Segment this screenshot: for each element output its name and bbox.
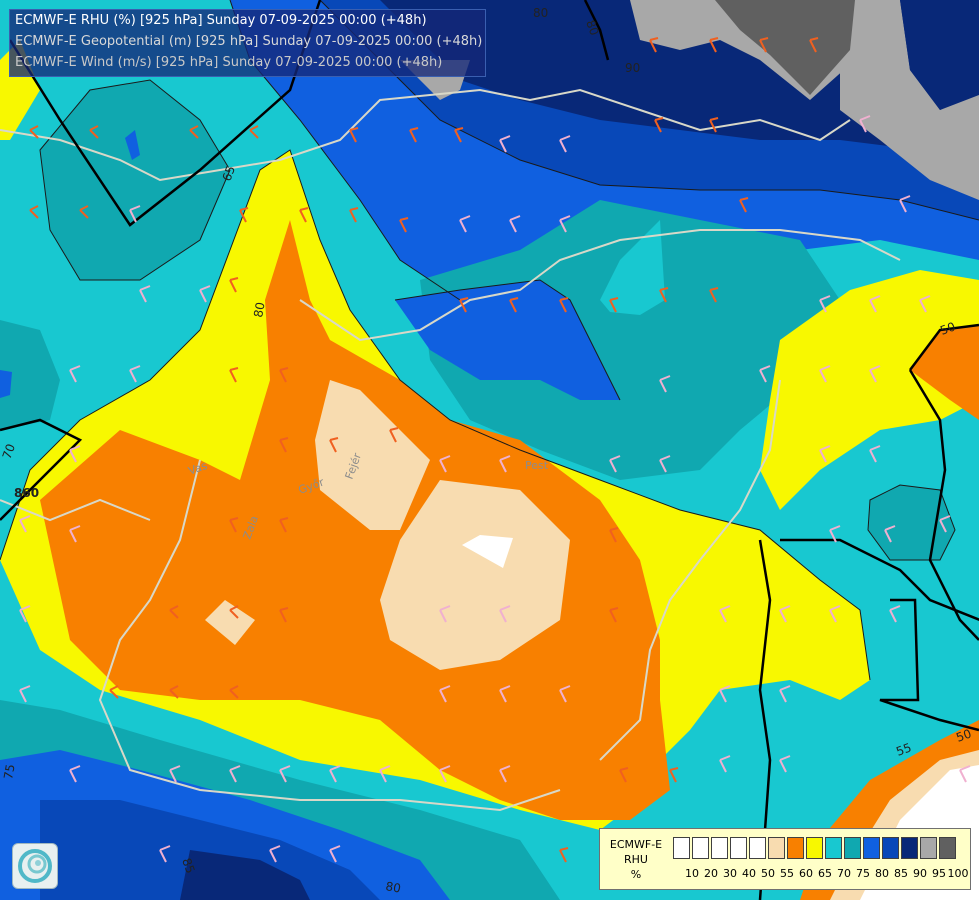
legend-tick: 75: [856, 867, 870, 880]
header-line-wind: ECMWF-E Wind (m/s) [925 hPa] Sunday 07-0…: [15, 55, 443, 70]
legend-tick: 20: [704, 867, 718, 880]
rh-90-south: [180, 850, 310, 900]
place-label-vas: Vas: [187, 459, 210, 478]
legend-tick: 40: [742, 867, 756, 880]
legend-swatch: [882, 837, 899, 859]
rh-55-north: [315, 380, 430, 530]
legend-swatch: [730, 837, 747, 859]
legend-tick: 90: [913, 867, 927, 880]
rh-85-south: [40, 800, 380, 900]
rh-90-ne: [900, 0, 979, 110]
contour-label: 80: [251, 301, 267, 318]
ecmwf-logo-icon: [12, 843, 58, 889]
rh-75-center: [420, 200, 840, 480]
rh-60-main: [40, 220, 670, 820]
contour-label: 75: [1, 763, 17, 780]
legend-tick: 30: [723, 867, 737, 880]
legend-swatch: [863, 837, 880, 859]
legend-swatch: [787, 837, 804, 859]
country-borders: [0, 88, 901, 812]
legend-tick: 65: [818, 867, 832, 880]
legend-swatch: [673, 837, 690, 859]
legend-tick: 55: [780, 867, 794, 880]
legend-tick: 85: [894, 867, 908, 880]
legend-tick: 10: [685, 867, 699, 880]
contour-label: 80: [384, 879, 401, 895]
legend-swatch: [711, 837, 728, 859]
legend-swatch: [768, 837, 785, 859]
legend-tick: 70: [837, 867, 851, 880]
place-label-pest: Pest: [525, 459, 549, 472]
rh-75-northwest: [40, 80, 230, 280]
rh-70-center-patch: [600, 220, 665, 315]
legend-swatch: [806, 837, 823, 859]
contour-label: 50: [938, 319, 957, 337]
legend-swatch: [749, 837, 766, 859]
rh-65-east: [760, 270, 979, 510]
map-header: ECMWF-E RHU (%) [925 hPa] Sunday 07-09-2…: [9, 9, 486, 77]
contour-label: 55: [894, 740, 913, 758]
contour-label: 85: [179, 856, 197, 875]
contour-label: 70: [0, 442, 18, 461]
legend-swatch: [920, 837, 937, 859]
contour-label: 65: [220, 164, 238, 183]
header-line-geopotential: ECMWF-E Geopotential (m) [925 hPa] Sunda…: [15, 34, 483, 49]
legend-swatch: [939, 837, 956, 859]
legend-tick: 95: [932, 867, 946, 880]
legend-swatch: [901, 837, 918, 859]
rh-80-small: [125, 130, 140, 160]
rh-50-center: [462, 535, 513, 568]
rh-95-ne: [840, 0, 979, 200]
legend-tick: 50: [761, 867, 775, 880]
rhu-legend: ECMWF-E RHU % 10 20 30 40 50 55 60 65 70 75 80 85 90…: [599, 828, 971, 890]
rh-55-small: [205, 600, 255, 645]
legend-tick: 100: [947, 867, 969, 880]
legend-swatch: [692, 837, 709, 859]
rh-75-west: [0, 320, 60, 430]
rh-55-center: [380, 480, 570, 670]
rh-100-north: [715, 0, 855, 95]
contour-label: 90: [625, 61, 640, 75]
legend-tick: 60: [799, 867, 813, 880]
legend-swatch: [825, 837, 842, 859]
rh-80-west-dot: [0, 370, 12, 398]
legend-tick: 80: [875, 867, 889, 880]
rh-80-center: [395, 280, 620, 400]
contour-label: 80: [533, 6, 548, 20]
contour-label: 80: [583, 18, 601, 37]
legend-swatch: [844, 837, 861, 859]
wind-barbs: [19, 37, 971, 863]
contour-label: 860: [14, 486, 39, 500]
contour-label: 50: [954, 726, 973, 744]
header-line-rhu: ECMWF-E RHU (%) [925 hPa] Sunday 07-09-2…: [15, 13, 427, 28]
legend-title: ECMWF-E RHU %: [609, 838, 663, 881]
